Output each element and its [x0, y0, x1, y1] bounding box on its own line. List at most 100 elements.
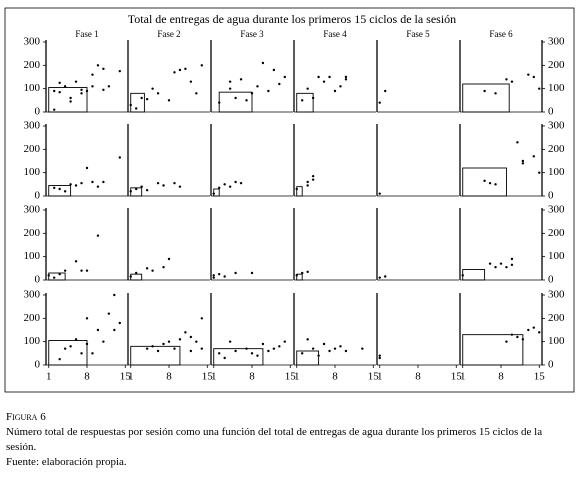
point: [167, 257, 171, 261]
x-tick-label: 15: [285, 371, 297, 383]
y2-tick-label: 300: [548, 204, 565, 216]
point: [156, 349, 160, 353]
y2-tick-label: 300: [548, 120, 565, 132]
point: [328, 75, 331, 79]
phase-label: Fase 4: [323, 29, 347, 39]
point: [261, 342, 265, 346]
point: [58, 357, 61, 361]
point: [102, 180, 105, 184]
point: [102, 67, 105, 71]
point: [532, 155, 535, 158]
frame: [4, 7, 575, 393]
point: [494, 92, 497, 95]
point: [228, 87, 232, 90]
caption-text: Número total de respuestas por sesión co…: [6, 426, 543, 453]
mean-box: [130, 187, 143, 197]
caption: Figura 6 Número total de respuestas por …: [6, 410, 566, 470]
point: [510, 80, 514, 83]
x-tick-label: 15: [368, 371, 380, 383]
point: [234, 349, 237, 353]
point: [344, 75, 348, 79]
x-tick-label: 15: [534, 371, 546, 383]
point: [344, 349, 348, 353]
point: [378, 101, 381, 104]
x-tick-label: 8: [84, 371, 90, 383]
point: [361, 347, 364, 350]
x-tick-label: 8: [166, 371, 172, 383]
y2-tick-label: 100: [548, 166, 565, 178]
point: [527, 73, 530, 76]
point: [189, 349, 193, 353]
mean-box: [130, 273, 143, 281]
point: [483, 89, 486, 93]
point: [212, 276, 215, 279]
point: [223, 356, 226, 360]
point: [167, 340, 171, 343]
point: [239, 78, 243, 81]
chart: Total de entregas de agua durante los pr…: [4, 7, 575, 393]
point: [278, 82, 281, 86]
point: [256, 354, 259, 357]
point: [74, 80, 78, 83]
point: [80, 92, 83, 95]
y2-tick-label: 200: [548, 227, 565, 239]
point: [239, 181, 243, 185]
point: [234, 180, 237, 184]
point: [306, 270, 309, 274]
phase-label: Fase 3: [240, 29, 264, 39]
point: [162, 265, 165, 269]
x-tick-label: 8: [249, 371, 255, 383]
point: [96, 64, 100, 67]
point: [516, 141, 519, 144]
point: [74, 184, 78, 187]
y-tick-label: 100: [24, 166, 41, 178]
x-tick-label: 1: [294, 371, 300, 383]
point: [91, 85, 94, 88]
point: [267, 89, 270, 93]
point: [378, 356, 381, 360]
x-tick-label: 15: [120, 371, 132, 383]
x-tick-label: 15: [202, 371, 214, 383]
point: [521, 159, 525, 163]
point: [63, 269, 67, 272]
point: [384, 275, 387, 278]
point: [505, 340, 508, 343]
y2-tick-label: 300: [548, 289, 565, 301]
mean-box: [462, 83, 510, 113]
mean-box: [48, 87, 88, 113]
point: [53, 186, 56, 190]
point: [306, 338, 309, 341]
y-tick-label: 200: [24, 312, 41, 324]
point: [378, 192, 381, 195]
phase-label: Fase 5: [406, 29, 430, 39]
point: [510, 257, 514, 261]
point: [317, 75, 320, 79]
point: [113, 328, 116, 332]
y2-tick-label: 200: [548, 59, 565, 71]
point: [261, 61, 265, 65]
y-tick-label: 100: [24, 335, 41, 347]
point: [306, 184, 309, 187]
point: [200, 64, 203, 67]
y-tick-label: 0: [35, 274, 41, 286]
point: [151, 87, 154, 90]
mean-box: [48, 340, 88, 366]
point: [69, 183, 72, 186]
mean-box: [48, 185, 72, 197]
point: [384, 89, 387, 93]
chart-title: Total de entregas de agua durante los pr…: [128, 12, 456, 26]
point: [267, 349, 270, 353]
x-tick-label: 1: [460, 371, 466, 383]
point: [333, 347, 337, 350]
point: [301, 271, 304, 275]
point: [107, 85, 111, 88]
point: [162, 342, 165, 346]
point: [63, 85, 67, 88]
point: [494, 183, 497, 186]
point: [178, 338, 182, 341]
point: [189, 80, 193, 83]
point: [278, 345, 281, 348]
point: [538, 331, 541, 334]
y-tick-label: 300: [24, 120, 41, 132]
